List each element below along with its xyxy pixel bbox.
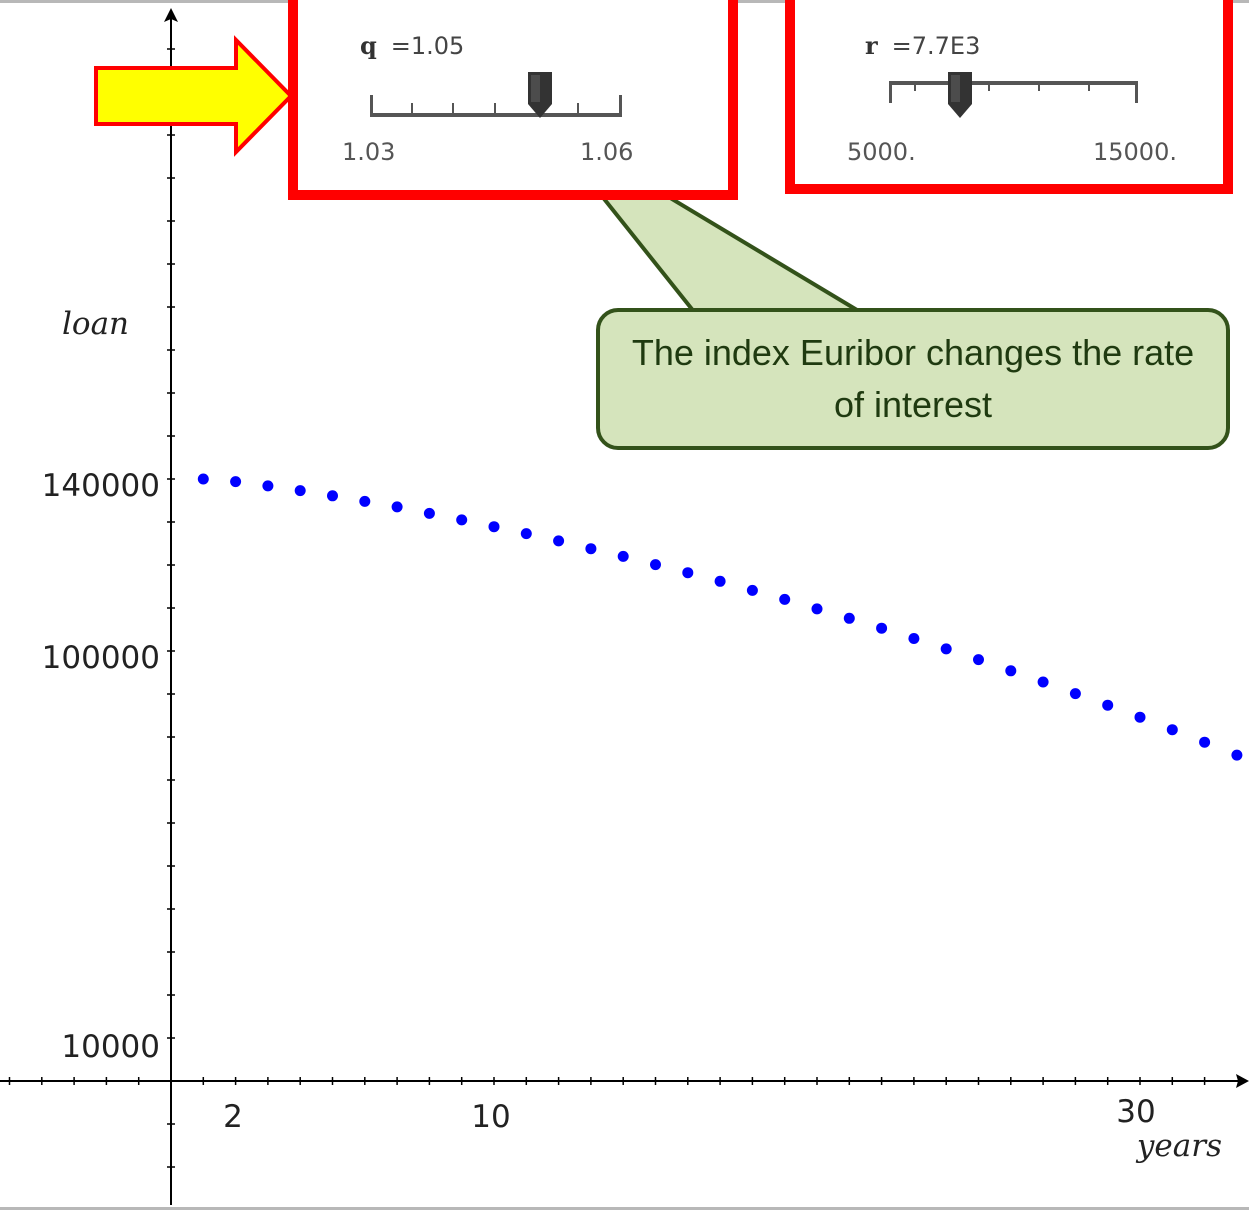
slider-r-tick: [914, 81, 916, 91]
slider-q-end-right: [619, 95, 622, 117]
data-point: [746, 584, 758, 596]
x-axis-label: years: [1135, 1128, 1222, 1164]
data-point: [650, 559, 661, 571]
arrow-callout-icon: [94, 35, 294, 157]
x-tick-label-10: 10: [471, 1099, 510, 1135]
slider-r-end-right: [1135, 81, 1138, 103]
data-point: [294, 485, 306, 497]
data-point: [811, 603, 823, 615]
slider-q-tick: [494, 103, 496, 113]
data-points: [197, 473, 1243, 761]
slider-q-tick: [577, 103, 579, 113]
data-point: [940, 643, 952, 655]
slider-r-min-label: 5000.: [847, 138, 916, 166]
slider-r-thumb[interactable]: [948, 72, 972, 118]
slider-q-end-left: [370, 95, 373, 117]
data-point: [488, 521, 500, 533]
x-tick-label-30: 30: [1116, 1094, 1155, 1130]
data-point: [197, 473, 209, 485]
data-point: [423, 507, 435, 519]
slider-r-name: r: [865, 31, 878, 60]
slider-r-tick: [1088, 81, 1090, 91]
data-point: [1069, 688, 1081, 700]
data-point: [391, 501, 403, 513]
data-point: [585, 543, 597, 555]
data-point: [1037, 676, 1049, 688]
slider-q-tick: [411, 103, 413, 113]
data-point: [1231, 749, 1243, 761]
slider-q-tick: [452, 103, 454, 113]
data-point: [327, 490, 338, 502]
callout-text: The index Euribor changes the rate of in…: [631, 332, 1195, 425]
data-point: [1166, 724, 1178, 736]
data-point: [908, 633, 920, 644]
data-point: [617, 550, 629, 562]
data-point: [779, 593, 791, 605]
data-point: [843, 612, 855, 624]
data-point: [1102, 699, 1114, 711]
slider-q-max-label: 1.06: [580, 138, 634, 166]
slider-q-track[interactable]: [370, 113, 622, 117]
euribor-callout: The index Euribor changes the rate of in…: [596, 308, 1230, 450]
slider-r-end-left: [889, 81, 892, 103]
slider-q-min-label: 1.03: [342, 138, 396, 166]
slider-r-tick: [1038, 81, 1040, 91]
data-point: [520, 528, 532, 540]
slider-r-value: =7.7E3: [891, 32, 981, 60]
data-point: [1005, 665, 1017, 677]
slider-q-highlight: q =1.05 1.03 1.06: [288, 0, 738, 200]
x-axis-arrowhead: [1236, 1074, 1249, 1088]
slider-q-value: =1.05: [390, 32, 465, 60]
data-point: [1199, 736, 1211, 748]
slider-r-highlight: r =7.7E3 5000. 15000.: [785, 0, 1233, 194]
slider-q-thumb[interactable]: [528, 72, 552, 118]
slider-r-track[interactable]: [889, 81, 1138, 85]
data-point: [973, 654, 984, 666]
slider-q-name: q: [360, 31, 377, 60]
y-axis-label: loan: [62, 306, 129, 342]
slider-r-tick: [988, 81, 990, 91]
x-tick-label-2: 2: [223, 1099, 243, 1135]
axes: [0, 8, 1249, 1205]
data-point: [714, 575, 726, 587]
slider-r-max-label: 15000.: [1093, 138, 1177, 166]
slider-r-label: r =7.7E3: [865, 31, 980, 60]
data-point: [682, 567, 694, 579]
data-point: [359, 495, 371, 507]
y-tick-label-10000: 10000: [61, 1029, 160, 1065]
y-tick-label-140000: 140000: [42, 468, 160, 504]
x-axis-ticks: [8, 1077, 1206, 1085]
data-point: [1134, 711, 1146, 723]
y-axis-arrowhead: [164, 8, 178, 22]
data-point: [230, 476, 242, 488]
slider-q-label: q =1.05: [360, 31, 464, 60]
data-point: [456, 514, 468, 526]
y-tick-label-100000: 100000: [42, 640, 160, 676]
data-point: [262, 480, 274, 492]
data-point: [553, 535, 565, 547]
data-point: [876, 622, 888, 634]
